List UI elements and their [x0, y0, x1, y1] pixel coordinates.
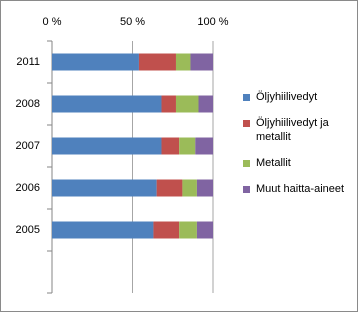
legend-swatch — [243, 120, 250, 127]
legend-item: Öljyhiilivedyt ja metallit — [243, 116, 351, 144]
legend-label: Öljyhiilivedyt ja metallit — [256, 117, 329, 143]
bar-segment — [52, 137, 162, 155]
x-tick-label: 50 % — [120, 16, 145, 28]
bar-segment — [161, 137, 180, 155]
bar-segment — [52, 53, 139, 71]
y-tick-label: 2011 — [16, 56, 40, 68]
legend-item: Muut haitta-aineet — [243, 182, 351, 196]
bar-segment — [156, 179, 183, 197]
bar-segment — [179, 221, 197, 239]
bar-segment — [179, 137, 196, 155]
legend-swatch — [243, 186, 250, 193]
y-tick-label: 2008 — [16, 98, 40, 110]
legend-item: Öljyhiilivedyt — [243, 90, 351, 104]
y-tick-label: 2006 — [16, 182, 40, 194]
bar-segment — [52, 95, 162, 113]
bar-segment — [182, 179, 197, 197]
legend-label: Muut haitta-aineet — [256, 183, 345, 195]
y-tick-label: 2007 — [16, 140, 40, 152]
bar-segment — [52, 221, 154, 239]
legend-label: Metallit — [256, 157, 291, 169]
bar-segment — [161, 95, 176, 113]
bar-segment — [195, 137, 213, 155]
bar-segment — [190, 53, 213, 71]
bar-segment — [52, 179, 157, 197]
bar-segment — [175, 95, 199, 113]
legend-swatch — [243, 160, 250, 167]
x-tick-label: 100 % — [197, 16, 228, 28]
legend-label: Öljyhiilivedyt — [256, 91, 318, 103]
y-tick-label: 2005 — [16, 224, 40, 236]
bar-segment — [153, 221, 180, 239]
legend: Öljyhiilivedyt Öljyhiilivedyt ja metallit… — [243, 90, 351, 208]
legend-swatch — [243, 94, 250, 101]
legend-item: Metallit — [243, 156, 351, 170]
bar-segment — [175, 53, 191, 71]
bar-segment — [138, 53, 176, 71]
bar-segment — [196, 221, 213, 239]
bar-segment — [196, 179, 213, 197]
bar-segment — [198, 95, 213, 113]
x-tick-label: 0 % — [43, 16, 62, 28]
